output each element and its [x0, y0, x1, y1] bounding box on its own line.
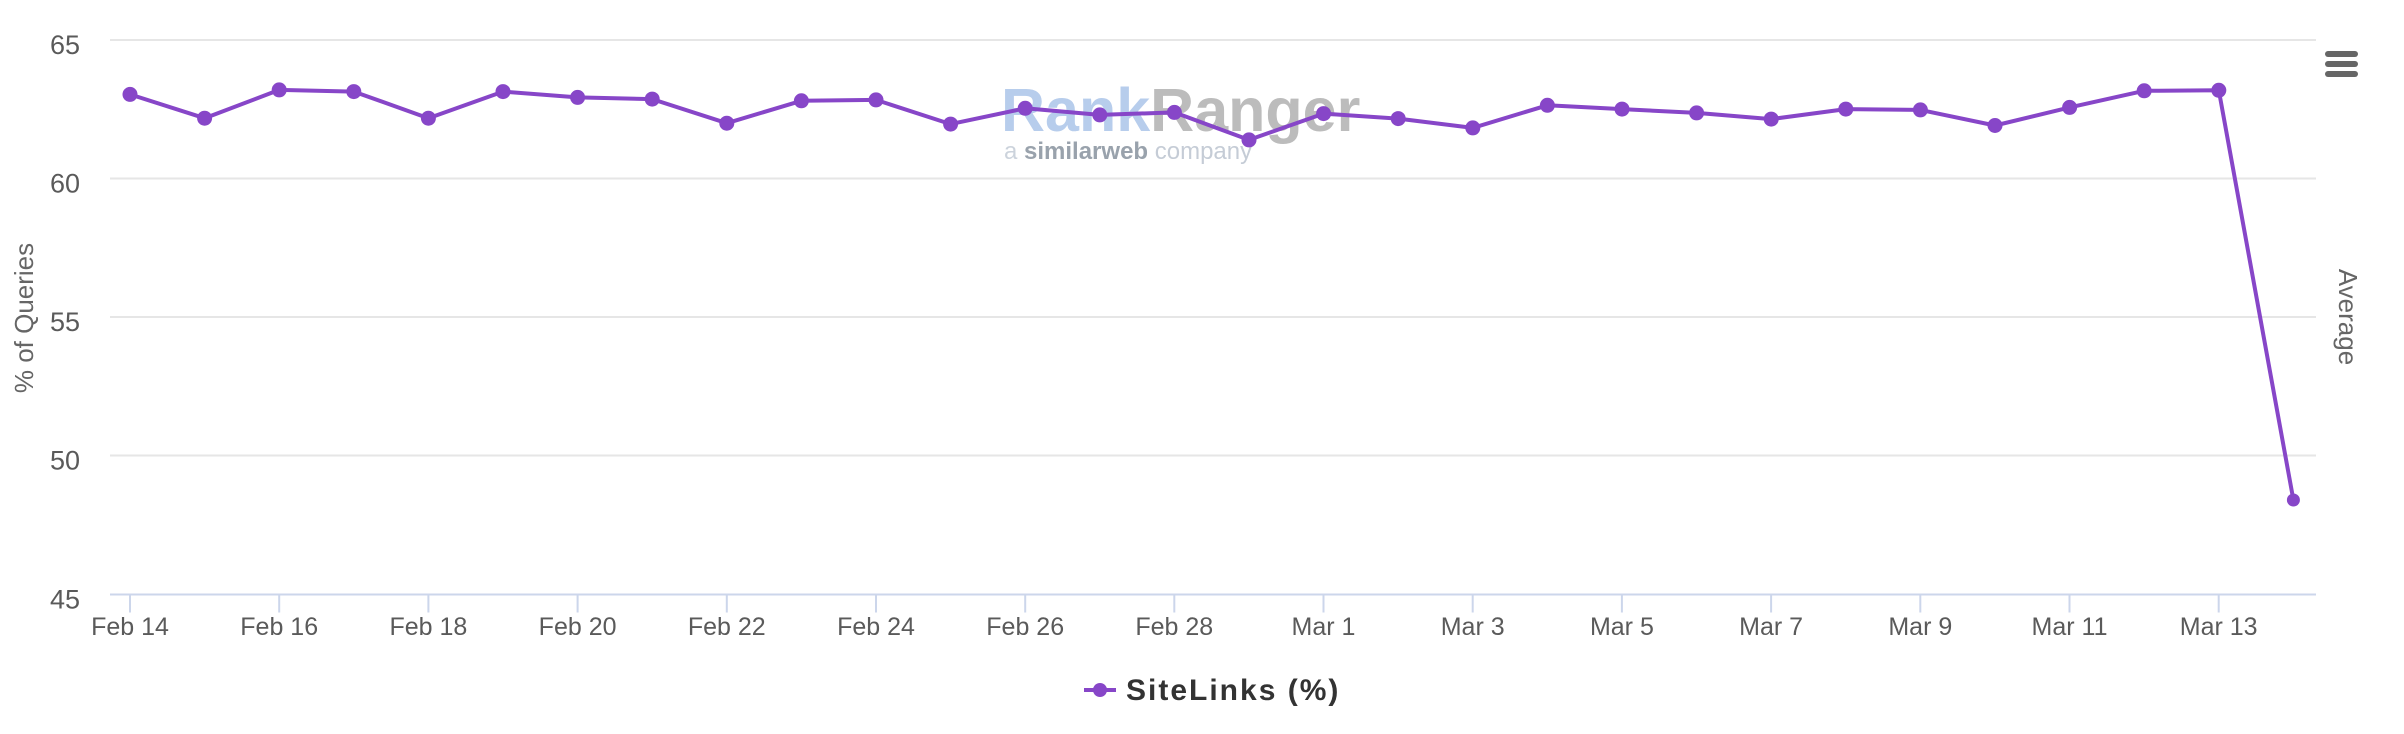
svg-text:Mar 5: Mar 5	[1590, 613, 1654, 641]
svg-text:Mar 3: Mar 3	[1441, 613, 1505, 641]
svg-text:Feb 24: Feb 24	[837, 613, 915, 641]
svg-text:60: 60	[50, 169, 80, 199]
svg-text:Feb 28: Feb 28	[1135, 613, 1213, 641]
svg-text:Feb 26: Feb 26	[986, 613, 1064, 641]
svg-text:a similarweb company: a similarweb company	[1004, 138, 1252, 165]
svg-text:45: 45	[50, 585, 80, 615]
svg-text:Mar 13: Mar 13	[2180, 613, 2258, 641]
svg-text:Mar 9: Mar 9	[1888, 613, 1952, 641]
svg-text:Mar 11: Mar 11	[2032, 613, 2108, 641]
svg-text:Average: Average	[2333, 269, 2363, 365]
svg-text:Feb 16: Feb 16	[240, 613, 318, 641]
svg-text:SiteLinks (%): SiteLinks (%)	[1126, 674, 1340, 707]
svg-text:Feb 22: Feb 22	[688, 613, 766, 641]
svg-text:Mar 1: Mar 1	[1292, 613, 1356, 641]
svg-text:Mar 7: Mar 7	[1739, 613, 1803, 641]
svg-text:Feb 14: Feb 14	[91, 613, 169, 641]
svg-text:Feb 18: Feb 18	[389, 613, 467, 641]
svg-text:65: 65	[50, 30, 80, 60]
svg-text:50: 50	[50, 446, 80, 476]
svg-text:Feb 20: Feb 20	[539, 613, 617, 641]
svg-text:55: 55	[50, 307, 80, 337]
svg-text:% of Queries: % of Queries	[9, 243, 39, 393]
